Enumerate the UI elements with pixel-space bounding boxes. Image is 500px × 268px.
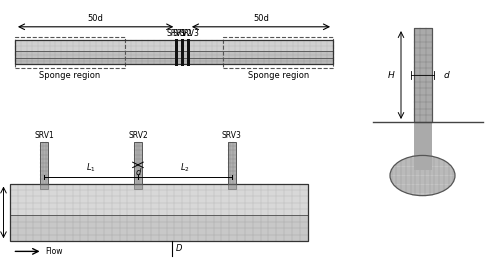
Bar: [414, 28, 432, 122]
Bar: [40, 142, 48, 184]
Bar: [15, 58, 333, 64]
Bar: [40, 184, 48, 189]
Bar: [134, 184, 142, 189]
Bar: [188, 39, 190, 66]
Text: Sponge region: Sponge region: [39, 71, 100, 80]
Text: Sponge region: Sponge region: [248, 71, 309, 80]
Bar: [414, 122, 432, 170]
Text: SRV1: SRV1: [34, 131, 54, 140]
Ellipse shape: [390, 155, 455, 196]
Bar: [228, 184, 235, 189]
Text: SRV1: SRV1: [166, 29, 186, 38]
Text: D: D: [176, 244, 182, 253]
Bar: [174, 39, 178, 66]
Text: Flow: Flow: [45, 247, 62, 256]
Bar: [15, 37, 124, 68]
Text: d: d: [135, 168, 140, 177]
Bar: [181, 39, 184, 66]
Bar: [10, 215, 308, 241]
Bar: [15, 51, 333, 58]
Bar: [15, 40, 333, 51]
Text: SRV3: SRV3: [179, 29, 199, 38]
Text: SRV2: SRV2: [128, 131, 148, 140]
Bar: [15, 40, 333, 51]
Text: SRV3: SRV3: [222, 131, 242, 140]
Text: H: H: [388, 70, 395, 80]
Text: SRV2: SRV2: [172, 29, 193, 38]
Text: $L_1$: $L_1$: [86, 162, 96, 174]
Bar: [15, 58, 333, 64]
Text: d: d: [444, 70, 450, 80]
Text: 50d: 50d: [253, 14, 269, 23]
Bar: [10, 184, 308, 241]
Bar: [10, 215, 308, 241]
Bar: [228, 142, 235, 184]
Bar: [15, 51, 333, 58]
Bar: [15, 40, 333, 64]
Bar: [414, 28, 432, 122]
Bar: [10, 184, 308, 215]
Bar: [134, 142, 142, 184]
Text: 50d: 50d: [88, 14, 104, 23]
Bar: [228, 142, 235, 184]
Bar: [40, 142, 48, 184]
Bar: [10, 184, 308, 215]
Bar: [224, 37, 333, 68]
Bar: [134, 142, 142, 184]
Bar: [414, 28, 432, 122]
Text: $L_2$: $L_2$: [180, 162, 190, 174]
